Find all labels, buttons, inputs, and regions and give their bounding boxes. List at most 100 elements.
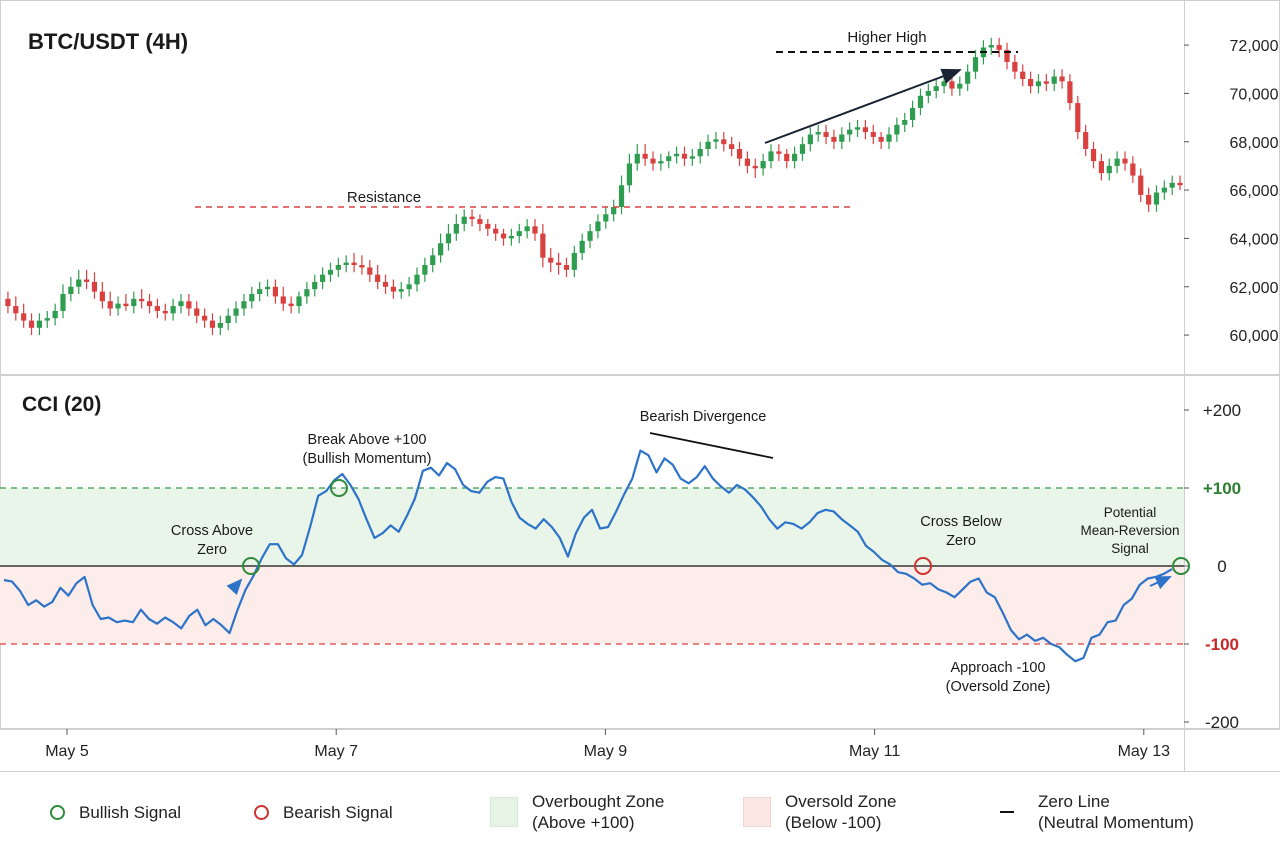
candle-body bbox=[272, 286, 278, 297]
price-panel-frame bbox=[0, 0, 1280, 375]
candle-body bbox=[941, 81, 947, 87]
candle-body bbox=[367, 267, 373, 275]
candle-body bbox=[658, 161, 664, 164]
candle-body bbox=[1067, 81, 1073, 104]
candle-body bbox=[823, 132, 829, 137]
candle-body bbox=[1028, 78, 1034, 87]
candle-body bbox=[453, 223, 459, 234]
candle-body bbox=[13, 306, 19, 314]
candle-body bbox=[744, 158, 750, 166]
candle-body bbox=[807, 134, 813, 145]
candle-body bbox=[1059, 76, 1065, 82]
candle-body bbox=[1169, 182, 1175, 188]
candle-body bbox=[154, 306, 160, 311]
price-y-tick-label: 66,000 bbox=[1230, 183, 1279, 200]
candle-body bbox=[170, 306, 176, 314]
legend-label: Bullish Signal bbox=[79, 802, 182, 822]
candle-body bbox=[327, 269, 334, 275]
x-tick-label: May 13 bbox=[1118, 743, 1171, 760]
candle-body bbox=[186, 301, 192, 309]
mean-reversion-label: Potential Mean-Reversion Signal bbox=[1080, 505, 1179, 556]
candle-body bbox=[634, 153, 640, 164]
candle-body bbox=[524, 226, 530, 232]
overbought-zone-swatch bbox=[490, 797, 518, 827]
price-y-tick-label: 68,000 bbox=[1230, 135, 1279, 152]
resistance-label: Resistance bbox=[347, 189, 421, 206]
price-y-tick-label: 62,000 bbox=[1230, 280, 1279, 297]
candle-body bbox=[854, 127, 861, 130]
candle-body bbox=[611, 207, 617, 215]
candle-body bbox=[36, 320, 42, 328]
candle-body bbox=[422, 265, 428, 275]
candle-body bbox=[563, 265, 570, 270]
legend-item-zero: Zero Line (Neutral Momentum) bbox=[1000, 792, 1194, 832]
approach-oversold-label: Approach -100 (Oversold Zone) bbox=[946, 660, 1051, 695]
zero-line-swatch bbox=[1000, 811, 1014, 813]
candle-body bbox=[445, 233, 452, 244]
candle-body bbox=[579, 240, 585, 253]
candle-body bbox=[697, 149, 703, 157]
candle-body bbox=[571, 252, 577, 270]
higher-high-label: Higher High bbox=[847, 29, 926, 46]
candle-body bbox=[642, 153, 648, 159]
candle-body bbox=[689, 156, 695, 159]
cci-panel-title: CCI (20) bbox=[22, 393, 101, 416]
candle-body bbox=[603, 214, 609, 222]
candle-body bbox=[351, 262, 357, 265]
candle-body bbox=[241, 301, 247, 309]
legend-label: Oversold Zone (Below -100) bbox=[785, 792, 897, 832]
x-tick-label: May 9 bbox=[584, 743, 628, 760]
candle-body bbox=[516, 231, 522, 236]
candle-body bbox=[729, 144, 735, 149]
candle-body bbox=[650, 158, 656, 164]
candle-body bbox=[1020, 71, 1026, 79]
candle-body bbox=[933, 86, 939, 91]
candle-body bbox=[375, 274, 381, 282]
candle-body bbox=[493, 228, 499, 234]
oversold-zone bbox=[0, 566, 1184, 644]
x-tick-label: May 11 bbox=[849, 743, 900, 760]
candle-body bbox=[1122, 158, 1128, 164]
candle-body bbox=[760, 161, 766, 169]
cci-y-tick-label: -100 bbox=[1205, 635, 1239, 654]
candle-body bbox=[414, 274, 420, 285]
candle-body bbox=[304, 289, 310, 297]
candle-body bbox=[312, 281, 318, 290]
x-tick-label: May 7 bbox=[314, 743, 358, 760]
candle-body bbox=[626, 163, 632, 186]
candle-body bbox=[674, 153, 680, 157]
candle-body bbox=[792, 153, 798, 162]
candle-body bbox=[359, 265, 365, 268]
candle-body bbox=[257, 289, 263, 294]
candle-body bbox=[1138, 175, 1144, 195]
x-tick-label: May 5 bbox=[45, 743, 89, 760]
legend-item-overbought: Overbought Zone (Above +100) bbox=[490, 792, 664, 832]
candle-body bbox=[1051, 76, 1057, 84]
candle-body bbox=[618, 185, 625, 207]
candle-body bbox=[784, 153, 790, 162]
mean-reversion-marker bbox=[1172, 557, 1190, 575]
candle-body bbox=[1161, 187, 1167, 193]
candle-body bbox=[202, 315, 208, 321]
candle-body bbox=[1075, 103, 1081, 133]
candle-body bbox=[60, 294, 66, 311]
candle-body bbox=[548, 257, 554, 263]
candle-body bbox=[107, 301, 113, 309]
cci-y-tick-label: +100 bbox=[1203, 479, 1241, 498]
candle-body bbox=[957, 83, 963, 89]
candle-body bbox=[1106, 165, 1112, 174]
price-y-tick-label: 64,000 bbox=[1230, 231, 1279, 248]
legend-item-bearish: Bearish Signal bbox=[254, 792, 393, 832]
break-above-100-label: Break Above +100 (Bullish Momentum) bbox=[303, 432, 432, 467]
candle-body bbox=[752, 165, 758, 169]
candle-body bbox=[296, 296, 302, 307]
candle-body bbox=[815, 132, 821, 135]
legend-label: Overbought Zone (Above +100) bbox=[532, 792, 665, 832]
candle-body bbox=[438, 243, 444, 256]
legend-label: Zero Line (Neutral Momentum) bbox=[1038, 792, 1194, 832]
higher-high-arrow bbox=[764, 68, 962, 144]
candle-body bbox=[264, 286, 271, 290]
cross-below-zero-label: Cross Below Zero bbox=[920, 514, 1002, 549]
price-y-tick-label: 60,000 bbox=[1230, 328, 1279, 345]
